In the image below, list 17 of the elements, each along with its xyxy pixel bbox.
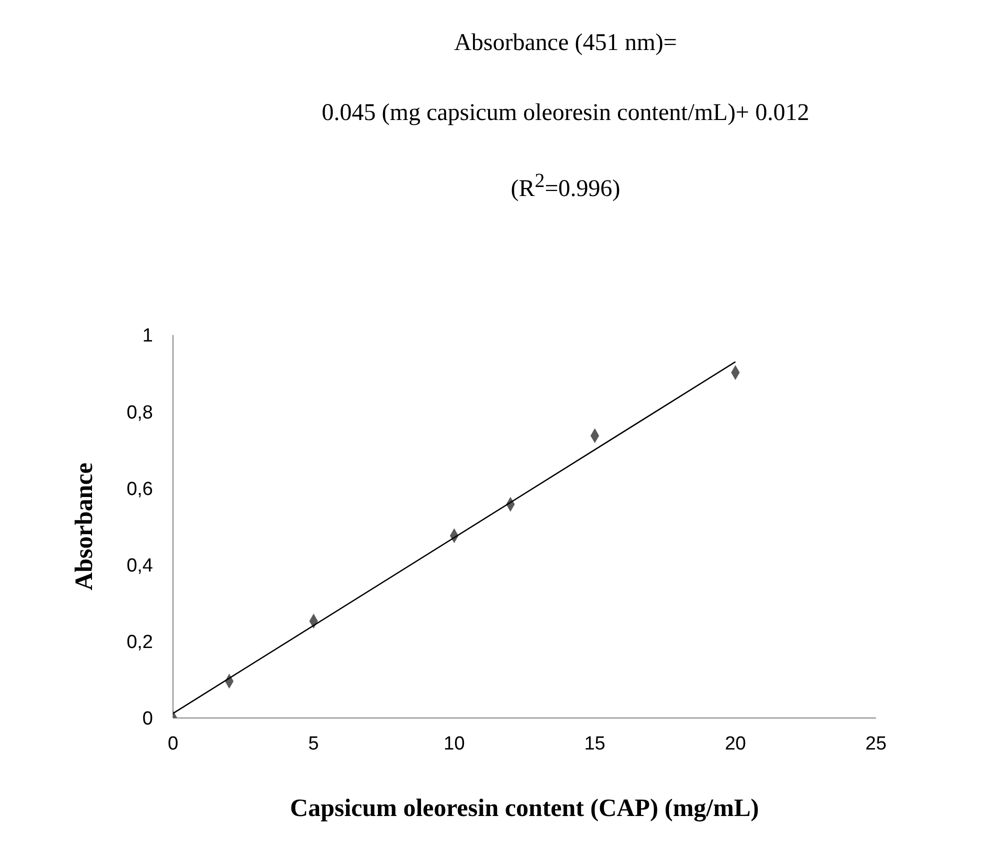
text: (R$^{2}$=0.996) (510, 170, 620, 202)
x-tick-label: 20 (724, 733, 746, 754)
y-tick-label: 1 (142, 326, 153, 347)
x-tick-label: 10 (444, 733, 465, 754)
text: 0.045 (mg capsicum oleoresin content/mL)+ 0.012 (322, 100, 810, 126)
x-tick-label: 0 (168, 733, 178, 754)
y-tick-label: 0,4 (126, 556, 154, 577)
x-tick-label: 25 (865, 733, 887, 754)
x-tick-label: 15 (584, 733, 606, 754)
text: Absorbance (451 nm)= (454, 30, 677, 56)
y-tick-label: 0 (142, 708, 153, 730)
y-tick-label: 0,2 (126, 632, 153, 654)
x-axis-title: Capsicum oleoresin content (CAP) (mg/mL) (290, 795, 759, 822)
y-tick-label: 0,8 (126, 402, 153, 424)
y-tick-label: 0,6 (126, 478, 153, 500)
y-axis-title: Absorbance (70, 462, 98, 590)
x-tick-label: 5 (308, 733, 319, 754)
